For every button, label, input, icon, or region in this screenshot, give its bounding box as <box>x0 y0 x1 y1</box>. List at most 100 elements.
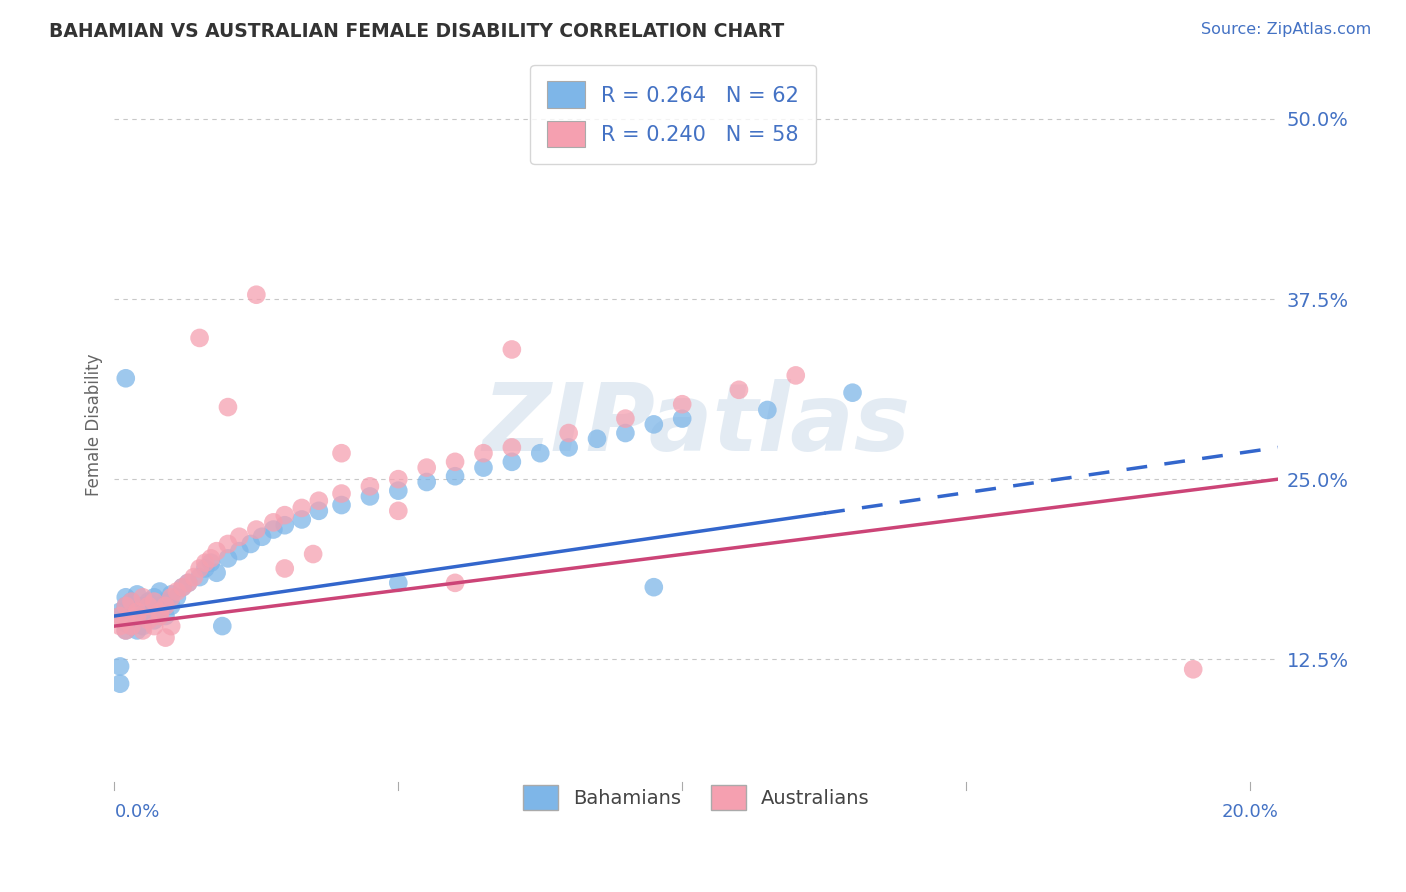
Point <box>114 624 136 638</box>
Point <box>359 490 381 504</box>
Point <box>177 575 200 590</box>
Point <box>166 591 188 605</box>
Point <box>228 544 250 558</box>
Point <box>245 287 267 301</box>
Point <box>143 619 166 633</box>
Point <box>200 556 222 570</box>
Point <box>155 594 177 608</box>
Point <box>415 475 437 489</box>
Point <box>188 570 211 584</box>
Point <box>841 385 863 400</box>
Point <box>160 599 183 613</box>
Point <box>387 504 409 518</box>
Point <box>114 613 136 627</box>
Point <box>138 599 160 613</box>
Point <box>217 537 239 551</box>
Point <box>472 446 495 460</box>
Point <box>614 411 637 425</box>
Point <box>108 609 131 624</box>
Point <box>529 446 551 460</box>
Point <box>330 486 353 500</box>
Point <box>262 516 284 530</box>
Point <box>245 523 267 537</box>
Text: BAHAMIAN VS AUSTRALIAN FEMALE DISABILITY CORRELATION CHART: BAHAMIAN VS AUSTRALIAN FEMALE DISABILITY… <box>49 22 785 41</box>
Point <box>114 599 136 613</box>
Point <box>172 580 194 594</box>
Point <box>728 383 751 397</box>
Point <box>160 591 183 605</box>
Point <box>228 530 250 544</box>
Point <box>217 400 239 414</box>
Point <box>108 605 131 619</box>
Point <box>127 605 149 619</box>
Point <box>211 619 233 633</box>
Point <box>671 397 693 411</box>
Point <box>127 587 149 601</box>
Point <box>172 580 194 594</box>
Point <box>274 508 297 523</box>
Text: 20.0%: 20.0% <box>1222 803 1278 821</box>
Point <box>166 584 188 599</box>
Point <box>308 504 330 518</box>
Point <box>132 619 155 633</box>
Point <box>330 446 353 460</box>
Text: Source: ZipAtlas.com: Source: ZipAtlas.com <box>1201 22 1371 37</box>
Point <box>194 561 217 575</box>
Point <box>108 677 131 691</box>
Point <box>120 619 142 633</box>
Point <box>643 417 665 432</box>
Point <box>108 619 131 633</box>
Point <box>132 609 155 624</box>
Point <box>155 631 177 645</box>
Point <box>194 556 217 570</box>
Point <box>108 659 131 673</box>
Point <box>138 594 160 608</box>
Point <box>120 594 142 608</box>
Point <box>200 551 222 566</box>
Y-axis label: Female Disability: Female Disability <box>86 354 103 496</box>
Point <box>359 479 381 493</box>
Point <box>160 587 183 601</box>
Point <box>155 609 177 624</box>
Point <box>143 613 166 627</box>
Point <box>138 605 160 619</box>
Point <box>114 599 136 613</box>
Point <box>132 599 155 613</box>
Point <box>501 441 523 455</box>
Point <box>472 460 495 475</box>
Point <box>188 561 211 575</box>
Point <box>785 368 807 383</box>
Point <box>149 609 172 624</box>
Point <box>308 493 330 508</box>
Point <box>127 602 149 616</box>
Point <box>149 584 172 599</box>
Point <box>114 624 136 638</box>
Point <box>108 609 131 624</box>
Point <box>250 530 273 544</box>
Point <box>643 580 665 594</box>
Point <box>274 518 297 533</box>
Point <box>149 602 172 616</box>
Point <box>132 624 155 638</box>
Text: ZIPatlas: ZIPatlas <box>482 379 911 471</box>
Point <box>114 371 136 385</box>
Point <box>387 575 409 590</box>
Point <box>239 537 262 551</box>
Point <box>444 469 467 483</box>
Point <box>291 512 314 526</box>
Point <box>205 566 228 580</box>
Point <box>262 523 284 537</box>
Point <box>114 616 136 631</box>
Point <box>387 472 409 486</box>
Point <box>444 575 467 590</box>
Point <box>444 455 467 469</box>
Point <box>120 619 142 633</box>
Text: 0.0%: 0.0% <box>114 803 160 821</box>
Point <box>138 613 160 627</box>
Point <box>143 591 166 605</box>
Point <box>291 500 314 515</box>
Point <box>302 547 325 561</box>
Point <box>671 411 693 425</box>
Point <box>217 551 239 566</box>
Point <box>1182 662 1205 676</box>
